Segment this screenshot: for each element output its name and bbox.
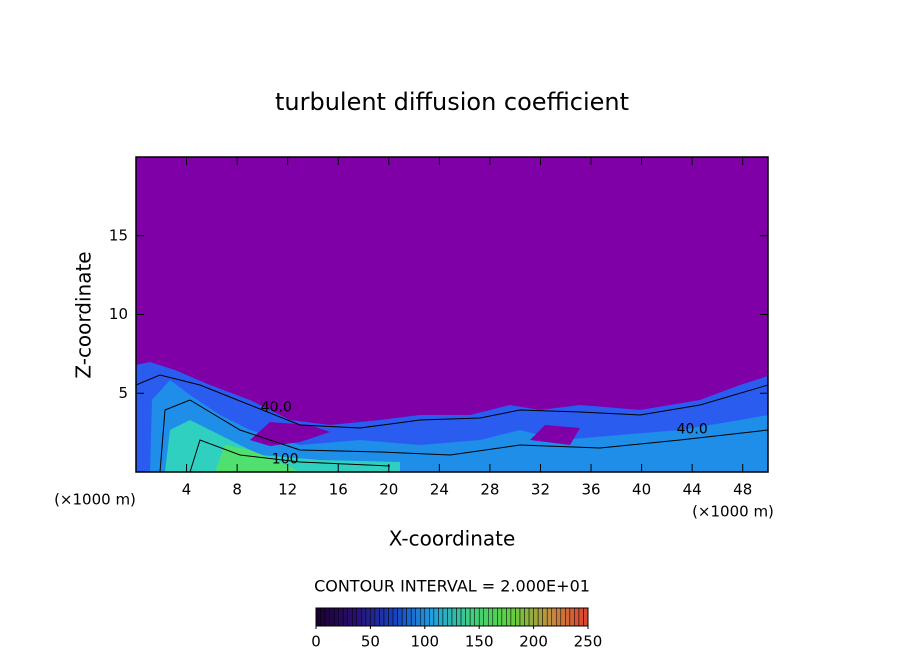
colorbar-cell bbox=[488, 607, 494, 627]
colorbar-cell bbox=[424, 607, 430, 627]
colorbar-cell bbox=[528, 607, 534, 627]
colorbar-cell bbox=[315, 607, 321, 627]
field-region bbox=[215, 445, 300, 472]
colorbar-cell bbox=[379, 607, 385, 627]
x-tick-label: 44 bbox=[683, 481, 702, 499]
x-unit-label: (×1000 m) bbox=[692, 503, 774, 521]
x-axis-label: X-coordinate bbox=[389, 527, 516, 551]
colorbar-cell bbox=[492, 607, 498, 627]
colorbar-cell bbox=[338, 607, 344, 627]
y-tick-label: 5 bbox=[118, 384, 128, 402]
colorbar-cell bbox=[374, 607, 380, 627]
colorbar-cell bbox=[533, 607, 539, 627]
x-tick-label: 20 bbox=[379, 481, 398, 499]
colorbar-cell bbox=[329, 607, 335, 627]
x-tick-label: 48 bbox=[733, 481, 752, 499]
colorbar-cell bbox=[556, 607, 562, 627]
colorbar-cell bbox=[410, 607, 416, 627]
colorbar-cell bbox=[483, 607, 489, 627]
colorbar-cell bbox=[356, 607, 362, 627]
colorbar-cell bbox=[465, 607, 471, 627]
colorbar-tick-label: 150 bbox=[465, 633, 494, 651]
colorbar-cell bbox=[370, 607, 376, 627]
colorbar-cell bbox=[474, 607, 480, 627]
y-axis-label: Z-coordinate bbox=[72, 251, 96, 378]
colorbar-cell bbox=[519, 607, 525, 627]
colorbar-cell bbox=[388, 607, 394, 627]
colorbar-tick-label: 100 bbox=[410, 633, 439, 651]
colorbar-frame bbox=[315, 607, 589, 627]
x-tick-label: 28 bbox=[480, 481, 499, 499]
colorbar-cell bbox=[560, 607, 566, 627]
contour-label: 40.0 bbox=[677, 421, 708, 437]
colorbar-cell bbox=[383, 607, 389, 627]
x-tick-label: 32 bbox=[531, 481, 550, 499]
colorbar-cell bbox=[438, 607, 444, 627]
y-tick-label: 10 bbox=[109, 305, 128, 323]
colorbar-cell bbox=[361, 607, 367, 627]
contour-line bbox=[135, 374, 769, 429]
colorbar-cell bbox=[478, 607, 484, 627]
x-tick-label: 12 bbox=[278, 481, 297, 499]
colorbar-cell bbox=[524, 607, 530, 627]
colorbar-cell bbox=[537, 607, 543, 627]
colorbar-cell bbox=[542, 607, 548, 627]
colorbar-cell bbox=[320, 607, 326, 627]
colorbar-cell bbox=[406, 607, 412, 627]
field-region bbox=[530, 425, 580, 445]
contour-label: 40.0 bbox=[261, 399, 292, 415]
colorbar-cell bbox=[447, 607, 453, 627]
colorbar-cell bbox=[347, 607, 353, 627]
x-tick-label: 36 bbox=[581, 481, 600, 499]
x-tick-label: 4 bbox=[182, 481, 192, 499]
colorbar-cell bbox=[324, 607, 330, 627]
colorbar-cell bbox=[333, 607, 339, 627]
colorbar-cell bbox=[574, 607, 580, 627]
x-tick-label: 24 bbox=[430, 481, 449, 499]
colorbar-cell bbox=[342, 607, 348, 627]
colorbar-cell bbox=[469, 607, 475, 627]
x-tick-label: 8 bbox=[232, 481, 242, 499]
contour-label: 100 bbox=[272, 451, 299, 467]
colorbar-cell bbox=[397, 607, 403, 627]
colorbar-cell bbox=[497, 607, 503, 627]
field bbox=[135, 157, 769, 473]
contour-line bbox=[189, 439, 391, 473]
colorbar-cell bbox=[578, 607, 584, 627]
colorbar-tick-label: 200 bbox=[519, 633, 548, 651]
colorbar-cell bbox=[546, 607, 552, 627]
colorbar-cell bbox=[415, 607, 421, 627]
colorbar-cell bbox=[352, 607, 358, 627]
contour-line bbox=[159, 399, 769, 473]
x-tick-label: 40 bbox=[632, 481, 651, 499]
colorbar-cell bbox=[420, 607, 426, 627]
contour-interval: CONTOUR INTERVAL = 2.000E+01 bbox=[314, 577, 590, 596]
colorbar-cell bbox=[365, 607, 371, 627]
colorbar-cell bbox=[583, 607, 589, 627]
colorbar-cell bbox=[451, 607, 457, 627]
colorbar-cell bbox=[510, 607, 516, 627]
colorbar-tick-label: 50 bbox=[361, 633, 380, 651]
chart-title: turbulent diffusion coefficient bbox=[275, 88, 629, 116]
x-unit-label: (×1000 m) bbox=[54, 491, 136, 509]
colorbar-cell bbox=[569, 607, 575, 627]
colorbar-cell bbox=[401, 607, 407, 627]
colorbar-cell bbox=[429, 607, 435, 627]
colorbar-cell bbox=[565, 607, 571, 627]
colorbar-cell bbox=[501, 607, 507, 627]
colorbar-cell bbox=[456, 607, 462, 627]
colorbar-tick-label: 250 bbox=[574, 633, 603, 651]
x-tick-label: 16 bbox=[329, 481, 348, 499]
colorbar-cell bbox=[551, 607, 557, 627]
colorbar-cell bbox=[460, 607, 466, 627]
field-region bbox=[150, 380, 768, 472]
colorbar-cell bbox=[442, 607, 448, 627]
colorbar-cell bbox=[433, 607, 439, 627]
colorbar-cell bbox=[506, 607, 512, 627]
colorbar-cell bbox=[515, 607, 521, 627]
colorbar-cell bbox=[392, 607, 398, 627]
y-tick-label: 15 bbox=[109, 226, 128, 244]
colorbar-tick-label: 0 bbox=[311, 633, 321, 651]
